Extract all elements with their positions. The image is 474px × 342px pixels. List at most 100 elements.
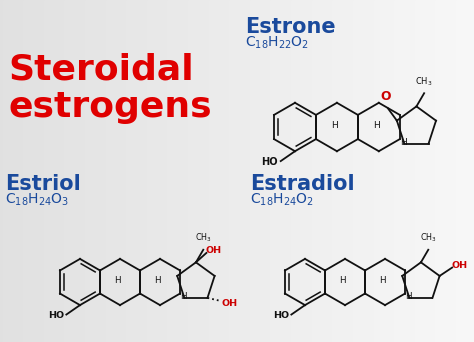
Bar: [180, 0, 181, 342]
Bar: [439, 0, 440, 342]
Bar: [50, 0, 51, 342]
Bar: [351, 0, 352, 342]
Bar: [374, 0, 375, 342]
Bar: [40, 0, 41, 342]
Bar: [381, 0, 382, 342]
Bar: [373, 0, 374, 342]
Bar: [85, 0, 86, 342]
Bar: [338, 0, 339, 342]
Bar: [20, 0, 21, 342]
Bar: [308, 0, 309, 342]
Bar: [22, 0, 23, 342]
Bar: [222, 0, 223, 342]
Bar: [212, 0, 213, 342]
Bar: [52, 0, 53, 342]
Bar: [350, 0, 351, 342]
Bar: [433, 0, 434, 342]
Bar: [69, 0, 70, 342]
Bar: [193, 0, 194, 342]
Bar: [147, 0, 148, 342]
Bar: [117, 0, 118, 342]
Bar: [305, 0, 306, 342]
Bar: [397, 0, 398, 342]
Bar: [104, 0, 105, 342]
Bar: [362, 0, 363, 342]
Bar: [432, 0, 433, 342]
Text: H: H: [339, 276, 346, 286]
Bar: [120, 0, 121, 342]
Bar: [377, 0, 378, 342]
Bar: [392, 0, 393, 342]
Bar: [378, 0, 379, 342]
Bar: [86, 0, 87, 342]
Bar: [170, 0, 171, 342]
Bar: [205, 0, 206, 342]
Bar: [455, 0, 456, 342]
Bar: [465, 0, 466, 342]
Bar: [345, 0, 346, 342]
Bar: [151, 0, 152, 342]
Text: CH$_3$: CH$_3$: [415, 75, 433, 88]
Bar: [217, 0, 218, 342]
Bar: [5, 0, 6, 342]
Bar: [24, 0, 25, 342]
Bar: [317, 0, 318, 342]
Bar: [265, 0, 266, 342]
Bar: [200, 0, 201, 342]
Bar: [190, 0, 191, 342]
Bar: [73, 0, 74, 342]
Bar: [121, 0, 122, 342]
Bar: [215, 0, 216, 342]
Bar: [435, 0, 436, 342]
Bar: [195, 0, 196, 342]
Bar: [130, 0, 131, 342]
Bar: [341, 0, 342, 342]
Bar: [136, 0, 137, 342]
Bar: [269, 0, 270, 342]
Bar: [262, 0, 263, 342]
Bar: [368, 0, 369, 342]
Bar: [402, 0, 403, 342]
Bar: [437, 0, 438, 342]
Bar: [277, 0, 278, 342]
Bar: [14, 0, 15, 342]
Bar: [438, 0, 439, 342]
Bar: [53, 0, 54, 342]
Bar: [237, 0, 238, 342]
Bar: [321, 0, 322, 342]
Bar: [127, 0, 128, 342]
Bar: [25, 0, 26, 342]
Bar: [337, 0, 338, 342]
Bar: [54, 0, 55, 342]
Text: HO: HO: [261, 157, 278, 167]
Bar: [356, 0, 357, 342]
Bar: [201, 0, 202, 342]
Bar: [13, 0, 14, 342]
Bar: [399, 0, 400, 342]
Bar: [343, 0, 344, 342]
Bar: [311, 0, 312, 342]
Bar: [142, 0, 143, 342]
Bar: [394, 0, 395, 342]
Bar: [450, 0, 451, 342]
Bar: [31, 0, 32, 342]
Bar: [87, 0, 88, 342]
Bar: [26, 0, 27, 342]
Text: Steroidal: Steroidal: [8, 53, 193, 87]
Bar: [167, 0, 168, 342]
Bar: [287, 0, 288, 342]
Bar: [109, 0, 110, 342]
Bar: [79, 0, 80, 342]
Bar: [236, 0, 237, 342]
Bar: [340, 0, 341, 342]
Bar: [19, 0, 20, 342]
Bar: [227, 0, 228, 342]
Bar: [36, 0, 37, 342]
Bar: [161, 0, 162, 342]
Bar: [139, 0, 140, 342]
Bar: [196, 0, 197, 342]
Bar: [280, 0, 281, 342]
Bar: [11, 0, 12, 342]
Bar: [126, 0, 127, 342]
Bar: [393, 0, 394, 342]
